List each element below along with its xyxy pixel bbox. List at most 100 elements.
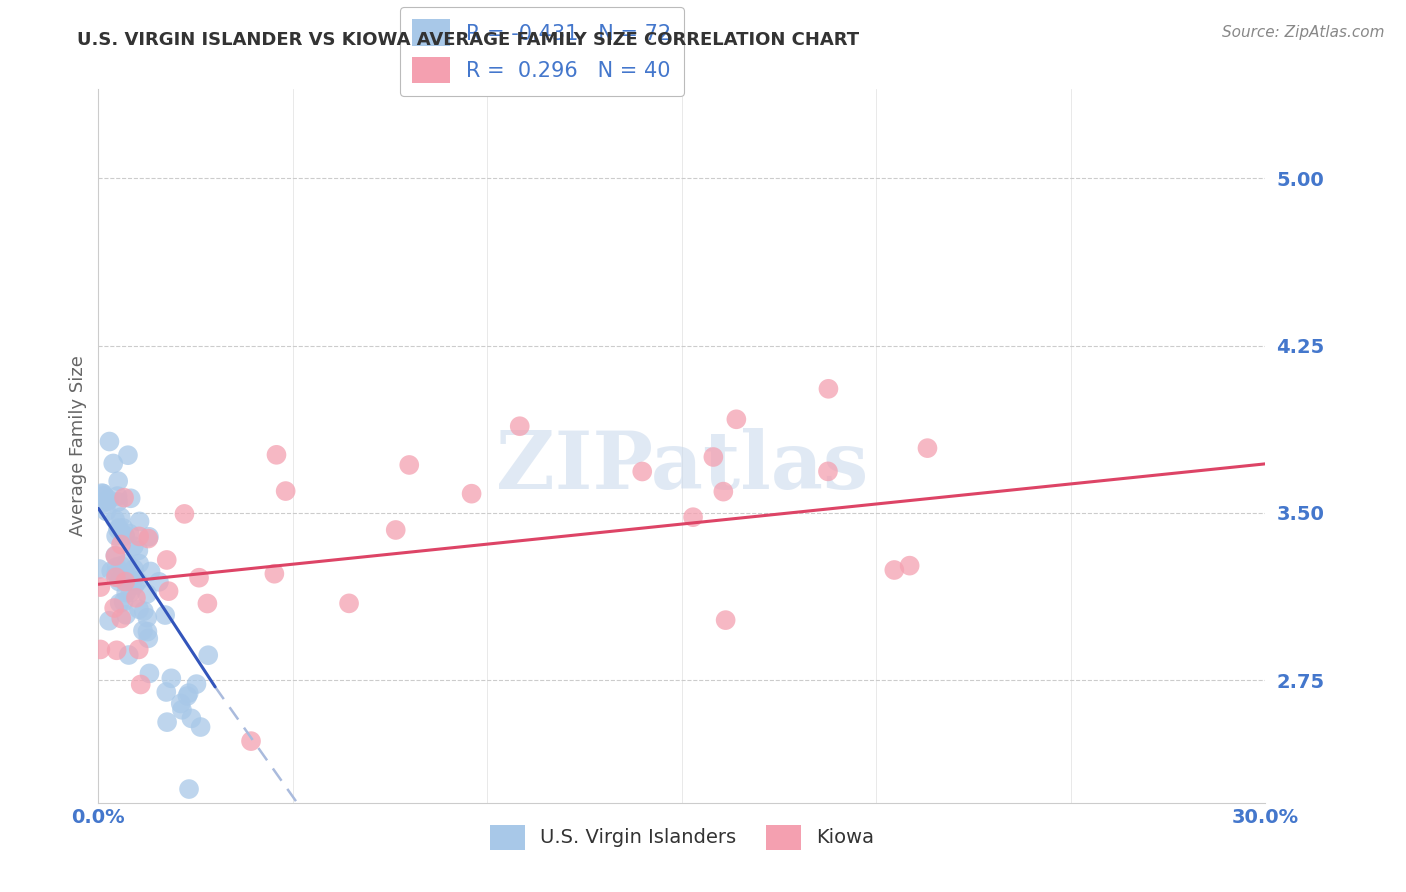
Point [132, 624, 155, 638]
Text: Source: ZipAtlas.com: Source: ZipAtlas.com [1222, 25, 1385, 40]
Point [136, 624, 159, 639]
Y-axis label: Average Family Size: Average Family Size [69, 356, 87, 536]
Point [266, 448, 288, 462]
Point [177, 782, 200, 797]
Point [125, 591, 148, 605]
Point [115, 585, 138, 599]
Point [337, 596, 360, 610]
Point [89, 562, 111, 576]
Point [89, 580, 111, 594]
Point [128, 642, 150, 657]
Point [108, 574, 131, 589]
Point [90, 486, 112, 500]
Point [138, 530, 160, 544]
Point [107, 521, 129, 535]
Point [118, 572, 141, 586]
Point [136, 587, 159, 601]
Point [97, 494, 120, 508]
Point [136, 632, 159, 646]
Point [107, 489, 129, 503]
Point [104, 566, 127, 580]
Point [103, 457, 125, 471]
Point [509, 419, 531, 434]
Point [138, 666, 160, 681]
Text: U.S. VIRGIN ISLANDER VS KIOWA AVERAGE FAMILY SIZE CORRELATION CHART: U.S. VIRGIN ISLANDER VS KIOWA AVERAGE FA… [77, 31, 859, 49]
Point [173, 507, 195, 521]
Point [105, 529, 128, 543]
Point [122, 562, 145, 576]
Point [170, 703, 193, 717]
Point [114, 574, 136, 589]
Legend: U.S. Virgin Islanders, Kiowa: U.S. Virgin Islanders, Kiowa [482, 817, 882, 857]
Point [110, 611, 132, 625]
Point [105, 560, 128, 574]
Point [153, 608, 176, 623]
Point [129, 677, 152, 691]
Point [817, 382, 839, 396]
Point [155, 685, 177, 699]
Point [190, 720, 212, 734]
Point [107, 474, 129, 488]
Point [112, 521, 135, 535]
Point [114, 528, 136, 542]
Point [460, 486, 482, 500]
Point [93, 486, 115, 500]
Point [240, 734, 263, 748]
Point [156, 553, 179, 567]
Point [110, 558, 132, 573]
Point [112, 595, 135, 609]
Point [105, 643, 128, 657]
Point [157, 584, 180, 599]
Point [188, 571, 211, 585]
Point [108, 596, 131, 610]
Point [118, 648, 141, 662]
Point [124, 578, 146, 592]
Point [702, 450, 724, 464]
Point [711, 484, 734, 499]
Point [120, 491, 142, 506]
Point [114, 529, 136, 543]
Point [148, 574, 170, 589]
Point [127, 543, 149, 558]
Point [197, 648, 219, 663]
Point [176, 689, 198, 703]
Point [398, 458, 420, 472]
Point [96, 504, 118, 518]
Point [136, 532, 159, 546]
Point [100, 564, 122, 578]
Point [104, 512, 127, 526]
Point [110, 537, 132, 551]
Point [118, 526, 141, 541]
Point [384, 523, 406, 537]
Point [883, 563, 905, 577]
Point [136, 610, 159, 624]
Point [274, 484, 297, 499]
Point [122, 574, 145, 588]
Point [91, 496, 114, 510]
Point [631, 465, 654, 479]
Point [115, 556, 138, 570]
Point [127, 574, 149, 589]
Point [122, 539, 145, 553]
Point [170, 697, 193, 711]
Point [132, 604, 155, 618]
Point [128, 529, 150, 543]
Point [98, 434, 121, 449]
Point [103, 601, 125, 615]
Point [112, 491, 135, 505]
Point [898, 558, 921, 573]
Point [156, 715, 179, 730]
Point [117, 448, 139, 462]
Point [263, 566, 285, 581]
Point [107, 495, 129, 509]
Point [93, 489, 115, 503]
Point [97, 492, 120, 507]
Point [128, 515, 150, 529]
Point [104, 549, 127, 563]
Point [917, 441, 939, 455]
Point [98, 614, 121, 628]
Point [110, 510, 132, 524]
Point [89, 642, 111, 657]
Point [682, 510, 704, 524]
Point [128, 602, 150, 616]
